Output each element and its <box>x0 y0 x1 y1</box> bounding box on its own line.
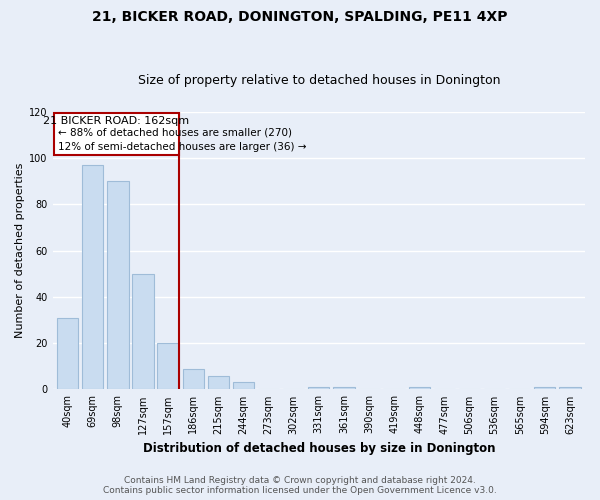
X-axis label: Distribution of detached houses by size in Donington: Distribution of detached houses by size … <box>143 442 495 455</box>
Text: 12% of semi-detached houses are larger (36) →: 12% of semi-detached houses are larger (… <box>58 142 306 152</box>
Text: 21, BICKER ROAD, DONINGTON, SPALDING, PE11 4XP: 21, BICKER ROAD, DONINGTON, SPALDING, PE… <box>92 10 508 24</box>
Bar <box>82 165 103 390</box>
Bar <box>233 382 254 390</box>
Title: Size of property relative to detached houses in Donington: Size of property relative to detached ho… <box>137 74 500 87</box>
Text: 21 BICKER ROAD: 162sqm: 21 BICKER ROAD: 162sqm <box>43 116 189 126</box>
Text: ← 88% of detached houses are smaller (270): ← 88% of detached houses are smaller (27… <box>58 128 292 138</box>
Bar <box>107 181 128 390</box>
Bar <box>534 387 556 390</box>
Bar <box>308 387 329 390</box>
Bar <box>559 387 581 390</box>
Bar <box>157 343 179 390</box>
Bar <box>409 387 430 390</box>
Bar <box>208 376 229 390</box>
Bar <box>57 318 78 390</box>
Bar <box>182 368 204 390</box>
Bar <box>132 274 154 390</box>
Bar <box>333 387 355 390</box>
FancyBboxPatch shape <box>54 113 179 154</box>
Text: Contains HM Land Registry data © Crown copyright and database right 2024.
Contai: Contains HM Land Registry data © Crown c… <box>103 476 497 495</box>
Y-axis label: Number of detached properties: Number of detached properties <box>15 163 25 338</box>
